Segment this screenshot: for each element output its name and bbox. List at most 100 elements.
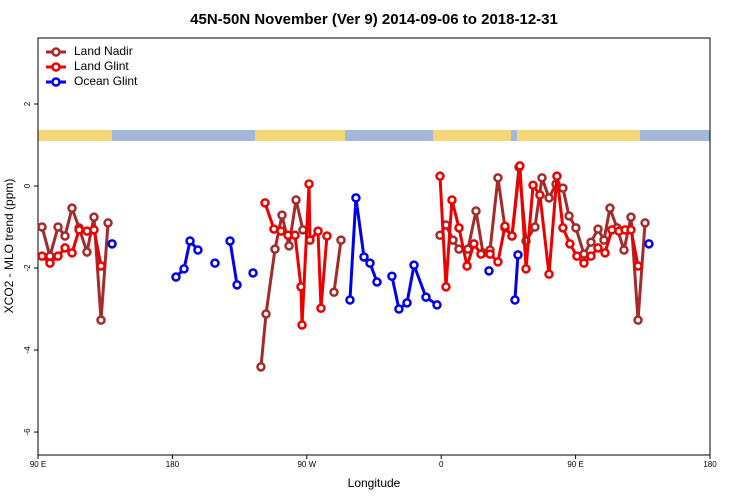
data-point xyxy=(359,252,369,262)
data-point xyxy=(37,251,47,261)
data-point xyxy=(82,247,92,257)
plot-frame xyxy=(37,37,711,456)
data-point xyxy=(304,179,314,189)
legend-marker xyxy=(51,62,61,72)
data-point xyxy=(305,235,315,245)
data-point xyxy=(435,171,445,181)
data-point xyxy=(626,212,636,222)
y-tick-label: -6 xyxy=(23,428,32,436)
data-point xyxy=(586,251,596,261)
data-point xyxy=(256,362,266,372)
data-point xyxy=(261,309,271,319)
data-point xyxy=(447,195,457,205)
map-strip xyxy=(38,130,710,141)
data-point xyxy=(528,180,538,190)
data-point xyxy=(558,223,568,233)
data-point xyxy=(67,248,77,258)
data-point xyxy=(500,221,510,231)
data-point xyxy=(507,231,517,241)
data-point xyxy=(552,171,562,181)
y-tick-label: -2 xyxy=(23,264,32,272)
legend-label: Land Nadir xyxy=(74,44,133,58)
data-point xyxy=(248,268,258,278)
data-point xyxy=(510,295,520,305)
data-point xyxy=(633,261,643,271)
data-point xyxy=(586,237,596,247)
data-point xyxy=(185,236,195,246)
data-point xyxy=(96,315,106,325)
data-point xyxy=(515,161,525,171)
data-point xyxy=(521,264,531,274)
data-point xyxy=(544,269,554,279)
legend-label: Ocean Glint xyxy=(74,74,138,88)
data-point xyxy=(45,258,55,268)
data-point xyxy=(387,271,397,281)
data-point xyxy=(530,222,540,232)
data-point xyxy=(67,203,77,213)
data-point xyxy=(593,243,603,253)
data-point xyxy=(471,206,481,216)
data-point xyxy=(291,195,301,205)
data-point xyxy=(513,250,523,260)
data-point xyxy=(640,218,650,228)
x-tick-label: 180 xyxy=(703,460,717,469)
data-point xyxy=(600,248,610,258)
data-point xyxy=(296,282,306,292)
data-point xyxy=(409,260,419,270)
data-point xyxy=(179,264,189,274)
data-point xyxy=(365,258,375,268)
data-point xyxy=(329,287,339,297)
data-point xyxy=(619,245,629,255)
data-point xyxy=(225,236,235,246)
data-point xyxy=(53,251,63,261)
data-point xyxy=(37,222,47,232)
data-point xyxy=(351,193,361,203)
data-point xyxy=(53,222,63,232)
data-point xyxy=(96,261,106,271)
data-point xyxy=(484,266,494,276)
data-point xyxy=(485,249,495,259)
x-tick-label: 90 W xyxy=(297,460,316,469)
y-tick-label: 0 xyxy=(23,183,32,188)
data-point xyxy=(193,245,203,255)
data-point xyxy=(558,183,568,193)
data-point xyxy=(432,300,442,310)
data-point xyxy=(572,251,582,261)
data-point xyxy=(270,244,280,254)
data-point xyxy=(103,218,113,228)
data-point xyxy=(89,225,99,235)
x-tick-label: 180 xyxy=(166,460,180,469)
data-point xyxy=(277,210,287,220)
data-point xyxy=(60,231,70,241)
data-point xyxy=(599,235,609,245)
data-point xyxy=(469,239,479,249)
data-point xyxy=(345,295,355,305)
data-point xyxy=(322,231,332,241)
data-point xyxy=(89,212,99,222)
data-point xyxy=(210,258,220,268)
data-point xyxy=(421,292,431,302)
data-point xyxy=(232,280,242,290)
data-point xyxy=(462,261,472,271)
data-point xyxy=(297,320,307,330)
x-tick-label: 0 xyxy=(439,460,444,469)
data-point xyxy=(626,225,636,235)
data-point xyxy=(579,258,589,268)
legend-marker xyxy=(51,47,61,57)
data-point xyxy=(402,298,412,308)
data-point xyxy=(336,235,346,245)
data-point xyxy=(260,198,270,208)
chart-title: 45N-50N November (Ver 9) 2014-09-06 to 2… xyxy=(190,11,558,28)
data-point xyxy=(535,190,545,200)
data-point xyxy=(476,249,486,259)
data-point xyxy=(493,173,503,183)
data-point xyxy=(74,225,84,235)
x-axis-label: Longitude xyxy=(348,476,401,490)
data-point xyxy=(60,243,70,253)
data-point xyxy=(276,226,286,236)
y-tick-label: 2 xyxy=(23,101,32,106)
x-tick-label: 90 E xyxy=(30,460,46,469)
data-point xyxy=(441,282,451,292)
data-point xyxy=(107,239,117,249)
